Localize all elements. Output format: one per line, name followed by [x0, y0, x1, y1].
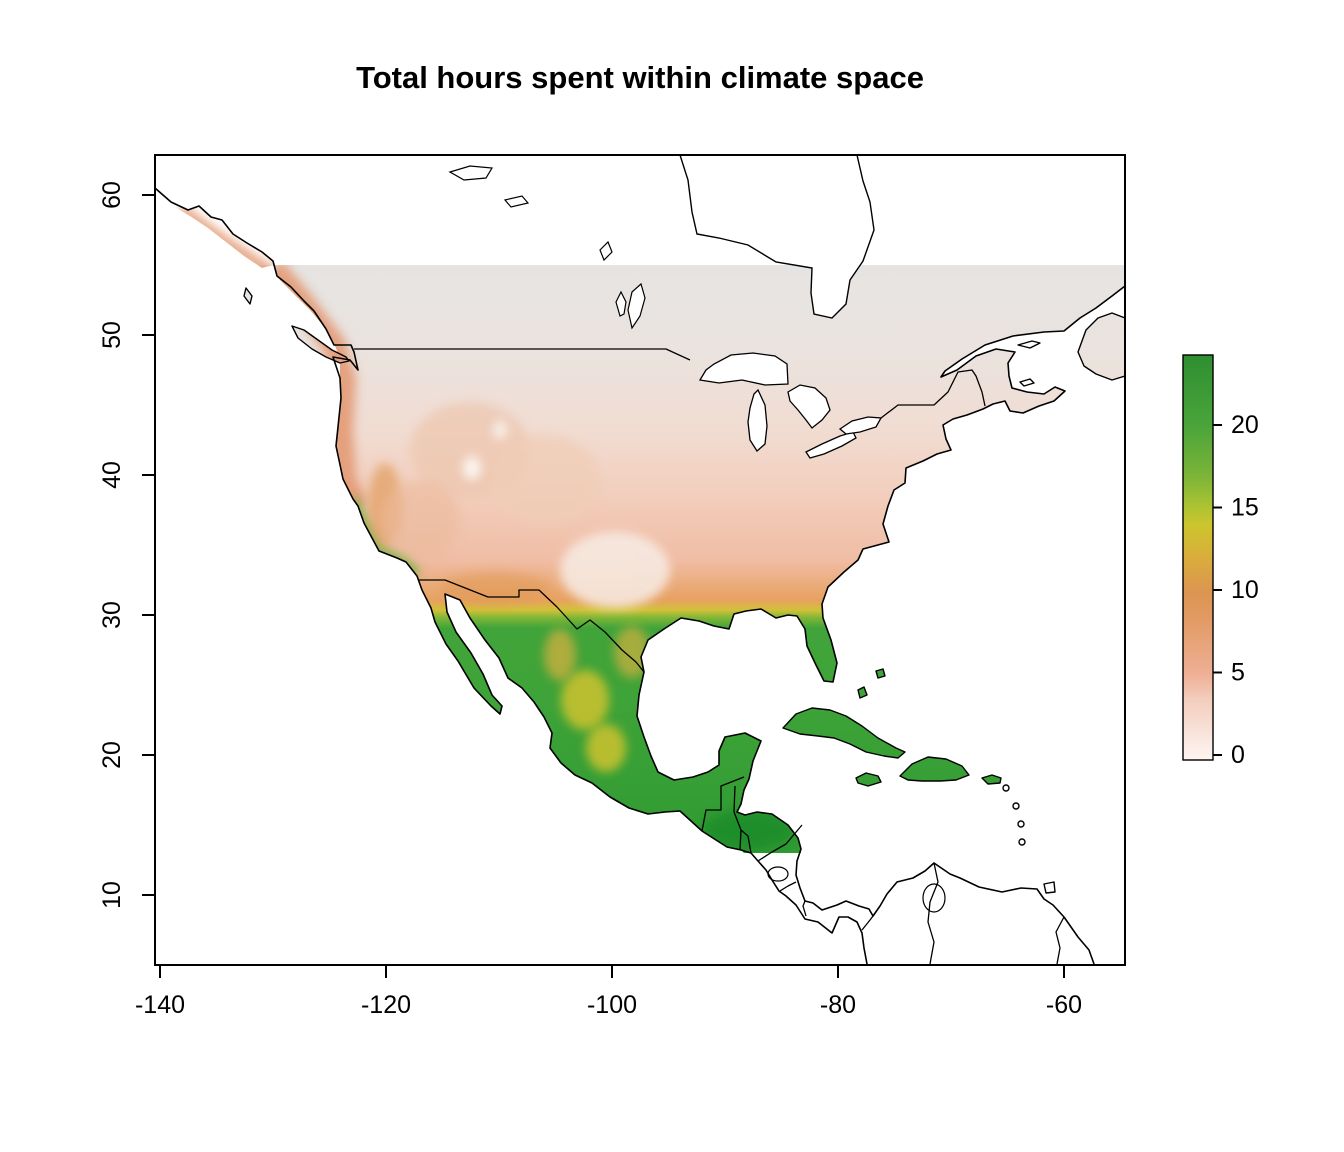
x-tick-label: -120: [361, 991, 411, 1019]
colorbar-tick-label: 20: [1231, 411, 1259, 439]
plot-frame: [154, 154, 1126, 966]
colorbar-ramp: [1182, 354, 1214, 761]
y-axis: 60 50 40 30 20 10: [98, 181, 155, 909]
coastline-atlantic: [636, 285, 1125, 965]
y-tick-label: 60: [98, 181, 126, 209]
colorbar-tick-label: 10: [1231, 576, 1259, 604]
x-tick-label: -80: [820, 991, 856, 1019]
coastline-pacific: [155, 187, 868, 965]
y-tick-label: 50: [98, 321, 126, 349]
y-tick-label: 30: [98, 601, 126, 629]
colorbar: 20 15 10 5 0: [1182, 354, 1259, 769]
country-borders: [354, 348, 1065, 965]
colorbar-tick-label: 5: [1231, 659, 1245, 687]
hudson-bay: [679, 155, 875, 319]
colorbar-tick-label: 15: [1231, 494, 1259, 522]
x-tick-label: -140: [135, 991, 185, 1019]
x-tick-label: -60: [1046, 991, 1082, 1019]
plot-title: Total hours spent within climate space: [356, 60, 924, 95]
y-tick-label: 40: [98, 461, 126, 489]
great-lakes: [698, 352, 883, 459]
islands: [243, 287, 1125, 894]
y-tick-label: 20: [98, 741, 126, 769]
colorbar-tick-label: 0: [1231, 741, 1245, 769]
x-axis: -140 -120 -100 -80 -60: [135, 965, 1082, 1019]
northern-lakes: [448, 165, 946, 913]
x-tick-label: -100: [587, 991, 637, 1019]
y-tick-label: 10: [98, 881, 126, 909]
